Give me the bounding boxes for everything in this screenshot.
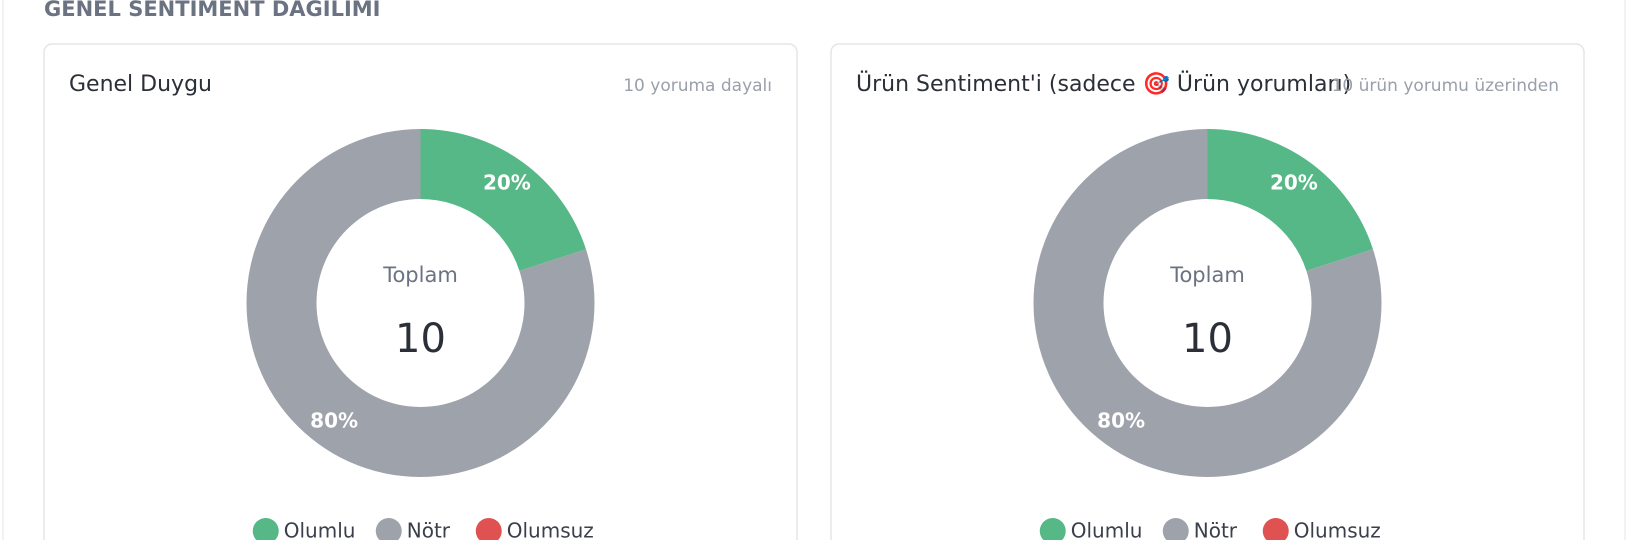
legend-label: Olumsuz (1294, 519, 1381, 540)
slice-label: 20% (483, 171, 531, 195)
slice-label: 80% (310, 408, 358, 432)
donut-slice (246, 129, 595, 477)
section-title: GENEL SENTIMENT DAĞILIMI (44, 0, 380, 21)
donut-slice (1207, 129, 1373, 271)
card-subtitle: 10 ürün yorumu üzerinden (1332, 76, 1559, 96)
legend-label: Nötr (407, 519, 451, 540)
donut-slice (1033, 129, 1382, 477)
center-label: Toplam (1169, 263, 1245, 287)
center-value: 10 (395, 316, 446, 362)
donut-slice (420, 129, 586, 271)
legend-swatch (375, 518, 402, 540)
legend-swatch (252, 518, 279, 540)
legend-label: Olumlu (284, 519, 356, 540)
legend-label: Olumsuz (507, 519, 594, 540)
slice-label: 80% (1097, 408, 1145, 432)
legend-swatch (1039, 518, 1066, 540)
legend-swatch (1262, 518, 1289, 540)
center-value: 10 (1182, 316, 1233, 362)
card (43, 43, 798, 540)
legend-label: Olumlu (1071, 519, 1143, 540)
card-subtitle: 10 yoruma dayalı (623, 76, 772, 96)
center-label: Toplam (382, 263, 458, 287)
legend-swatch (475, 518, 502, 540)
legend-swatch (1162, 518, 1189, 540)
card (830, 43, 1585, 540)
slice-label: 20% (1270, 171, 1318, 195)
card-title: Ürün Sentiment'i (sadece 🎯 Ürün yorumlar… (856, 71, 1351, 97)
card-title: Genel Duygu (69, 72, 212, 97)
legend-label: Nötr (1194, 519, 1238, 540)
